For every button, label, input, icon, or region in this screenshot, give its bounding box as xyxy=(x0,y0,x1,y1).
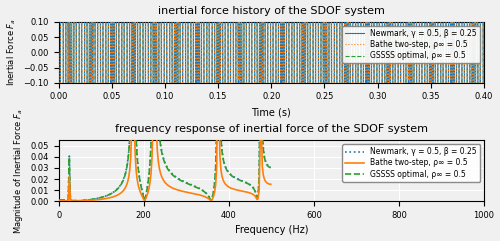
Newmark, γ = 0.5, β = 0.25 xyxy=(147,163,153,166)
Line: Bathe two-step, ρ∞ = 0.5: Bathe two-step, ρ∞ = 0.5 xyxy=(58,0,271,201)
Bathe two-step, ρ∞ = 0.5 xyxy=(368,116,374,119)
GSSSS optimal, ρ∞ = 0.5 xyxy=(252,189,258,192)
X-axis label: Time (s): Time (s) xyxy=(252,107,291,117)
Newmark, γ = 0.5, β = 0.25 xyxy=(252,189,258,192)
Bathe two-step, ρ∞ = 0.5 xyxy=(75,200,81,202)
Bathe two-step, ρ∞ = 0.5 xyxy=(56,51,62,54)
Bathe two-step, ρ∞ = 0.5 xyxy=(142,200,148,202)
X-axis label: Frequency (Hz): Frequency (Hz) xyxy=(234,225,308,235)
Line: Newmark, γ = 0.5, β = 0.25: Newmark, γ = 0.5, β = 0.25 xyxy=(58,0,484,241)
Bathe two-step, ρ∞ = 0.5 xyxy=(56,199,62,202)
Title: inertial force history of the SDOF system: inertial force history of the SDOF syste… xyxy=(158,6,385,16)
Bathe two-step, ρ∞ = 0.5 xyxy=(134,178,140,181)
Line: GSSSS optimal, ρ∞ = 0.5: GSSSS optimal, ρ∞ = 0.5 xyxy=(58,0,484,241)
Title: frequency response of inertial force of the SDOF system: frequency response of inertial force of … xyxy=(115,124,428,134)
Legend: Newmark, γ = 0.5, β = 0.25, Bathe two-step, ρ∞ = 0.5, GSSSS optimal, ρ∞ = 0.5: Newmark, γ = 0.5, β = 0.25, Bathe two-st… xyxy=(342,26,480,63)
Newmark, γ = 0.5, β = 0.25 xyxy=(75,199,81,202)
GSSSS optimal, ρ∞ = 0.5 xyxy=(75,199,81,202)
Line: GSSSS optimal, ρ∞ = 0.5: GSSSS optimal, ρ∞ = 0.5 xyxy=(58,0,271,201)
Y-axis label: Magnitude of Inertial Force $F_a$: Magnitude of Inertial Force $F_a$ xyxy=(12,108,25,234)
GSSSS optimal, ρ∞ = 0.5 xyxy=(142,200,148,202)
Newmark, γ = 0.5, β = 0.25 xyxy=(56,51,62,54)
Newmark, γ = 0.5, β = 0.25 xyxy=(172,175,178,178)
Legend: Newmark, γ = 0.5, β = 0.25, Bathe two-step, ρ∞ = 0.5, GSSSS optimal, ρ∞ = 0.5: Newmark, γ = 0.5, β = 0.25, Bathe two-st… xyxy=(342,144,480,182)
GSSSS optimal, ρ∞ = 0.5 xyxy=(57,198,63,201)
GSSSS optimal, ρ∞ = 0.5 xyxy=(172,176,178,179)
GSSSS optimal, ρ∞ = 0.5 xyxy=(56,198,62,201)
Y-axis label: Inertial Force $F_a$: Inertial Force $F_a$ xyxy=(6,18,18,86)
Newmark, γ = 0.5, β = 0.25 xyxy=(368,175,374,178)
Bathe two-step, ρ∞ = 0.5 xyxy=(57,199,63,202)
GSSSS optimal, ρ∞ = 0.5 xyxy=(368,170,374,173)
GSSSS optimal, ρ∞ = 0.5 xyxy=(268,166,274,169)
GSSSS optimal, ρ∞ = 0.5 xyxy=(147,164,153,167)
Line: Bathe two-step, ρ∞ = 0.5: Bathe two-step, ρ∞ = 0.5 xyxy=(58,0,484,241)
GSSSS optimal, ρ∞ = 0.5 xyxy=(134,156,140,159)
Bathe two-step, ρ∞ = 0.5 xyxy=(172,188,178,191)
GSSSS optimal, ρ∞ = 0.5 xyxy=(56,51,62,54)
Bathe two-step, ρ∞ = 0.5 xyxy=(112,172,118,175)
Bathe two-step, ρ∞ = 0.5 xyxy=(147,182,153,185)
Newmark, γ = 0.5, β = 0.25 xyxy=(57,198,63,201)
Newmark, γ = 0.5, β = 0.25 xyxy=(268,166,274,168)
Bathe two-step, ρ∞ = 0.5 xyxy=(252,194,258,197)
Newmark, γ = 0.5, β = 0.25 xyxy=(56,198,62,201)
Line: Newmark, γ = 0.5, β = 0.25: Newmark, γ = 0.5, β = 0.25 xyxy=(58,0,271,201)
Newmark, γ = 0.5, β = 0.25 xyxy=(134,155,140,158)
Bathe two-step, ρ∞ = 0.5 xyxy=(268,183,274,186)
Newmark, γ = 0.5, β = 0.25 xyxy=(142,200,148,202)
